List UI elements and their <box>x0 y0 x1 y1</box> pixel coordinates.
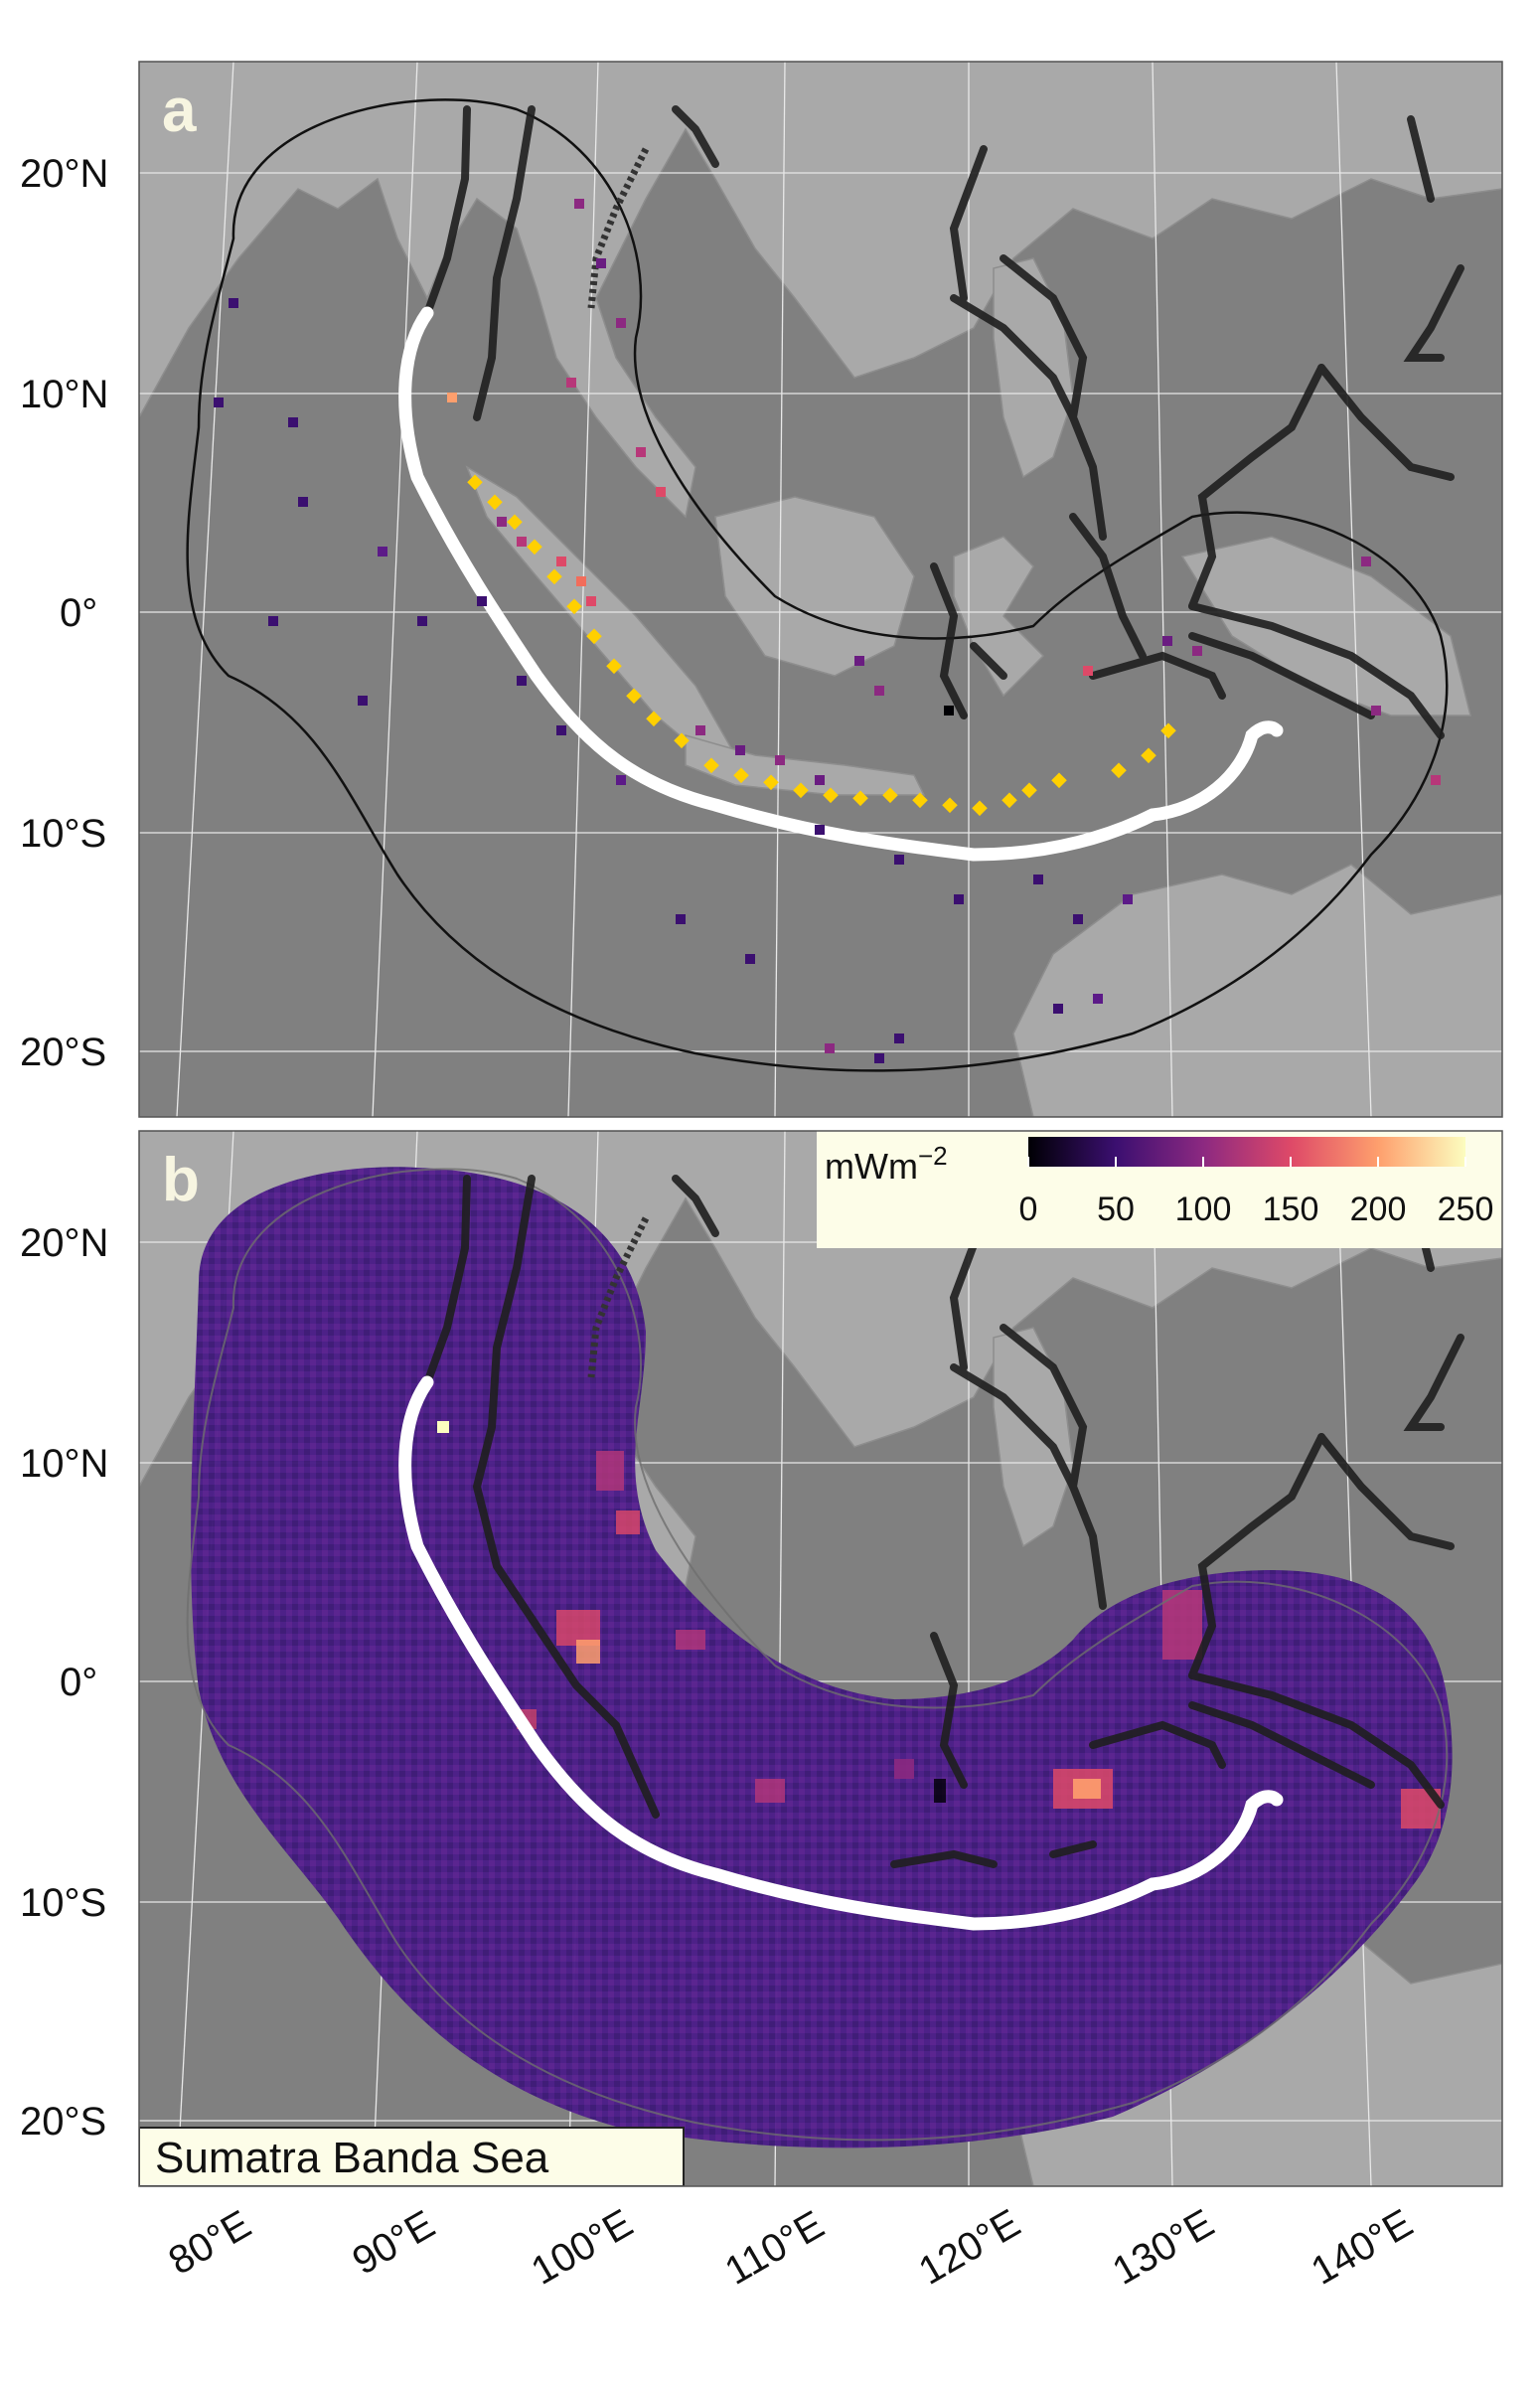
panel-a: a <box>139 62 1502 1117</box>
asia-mainland <box>139 62 1502 519</box>
lon-label-110e: 110°E <box>718 2202 832 2293</box>
lat-label-20s: 20°S <box>20 1031 106 1074</box>
fault-dashed-a <box>587 147 650 309</box>
panel-letter-b: b <box>162 1146 200 1214</box>
lat-label-10s: 10°S <box>20 1881 106 1925</box>
colorbar-legend: mWm−2 0 50 100 150 200 250 <box>817 1131 1502 1248</box>
colorbar-tick-50: 50 <box>1097 1191 1135 1228</box>
panel-a-frame <box>138 61 1503 1118</box>
colorbar-tick-150: 150 <box>1263 1191 1319 1228</box>
trench-a <box>398 306 1284 862</box>
region-boundary-b <box>186 1168 1449 2142</box>
heatflow-grid-region <box>191 1167 1453 2148</box>
lat-label-20s: 20°S <box>20 2100 106 2144</box>
panel-b: b mWm−2 0 50 100 150 200 250 Sumatra Ban… <box>139 1131 1502 2186</box>
philippines <box>993 257 1074 479</box>
australia <box>1012 864 1502 1117</box>
lat-labels-a: 20°N 10°N 0° 10°S 20°S <box>20 152 108 1074</box>
hotspots-b <box>437 1421 1441 1828</box>
colorbar-gradient <box>1028 1137 1465 1167</box>
colorbar-tick-250: 250 <box>1438 1191 1494 1228</box>
highlight-points-a <box>467 474 1176 817</box>
lat-label-0: 0° <box>60 591 97 635</box>
lon-label-80e: 80°E <box>162 2202 258 2284</box>
colorbar-ticks <box>1027 1157 1466 1167</box>
lat-label-10n: 10°N <box>20 373 108 416</box>
new-guinea <box>1180 536 1471 716</box>
heatflow-points-a <box>214 199 1441 1063</box>
faults-a <box>425 105 1464 739</box>
lon-label-140e: 140°E <box>1305 2201 1421 2294</box>
graticule-a <box>139 62 1502 1117</box>
lon-label-90e: 90°E <box>346 2202 442 2284</box>
fault-dashed-b <box>587 1216 650 1378</box>
panel-letter-a: a <box>162 77 197 145</box>
colorbar-tick-200: 200 <box>1350 1191 1407 1228</box>
region-label: Sumatra Banda Sea <box>155 2134 549 2182</box>
lat-labels-b: 20°N 10°N 0° 10°S 20°S <box>20 1221 108 2144</box>
colorbar-tick-100: 100 <box>1175 1191 1232 1228</box>
trench-b <box>398 1375 1284 1931</box>
panel-b-frame <box>138 1130 1503 2187</box>
lat-label-20n: 20°N <box>20 1221 108 1265</box>
lat-label-20n: 20°N <box>20 152 108 196</box>
region-label-box: Sumatra Banda Sea <box>139 2127 685 2186</box>
colorbar-tick-0: 0 <box>1019 1191 1038 1228</box>
lon-label-130e: 130°E <box>1106 2201 1222 2294</box>
lat-label-10s: 10°S <box>20 812 106 856</box>
sulawesi <box>953 536 1045 698</box>
faults-b <box>425 1175 1464 1868</box>
colorbar-unit: mWm−2 <box>825 1141 948 1187</box>
lon-labels: 80°E 90°E 100°E 110°E 120°E 130°E 140°E <box>162 2201 1421 2294</box>
lon-label-100e: 100°E <box>525 2201 641 2294</box>
lat-label-0: 0° <box>60 1661 97 1704</box>
lat-label-10n: 10°N <box>20 1442 108 1486</box>
lon-label-120e: 120°E <box>912 2201 1028 2294</box>
region-boundary-a <box>186 98 1449 1072</box>
